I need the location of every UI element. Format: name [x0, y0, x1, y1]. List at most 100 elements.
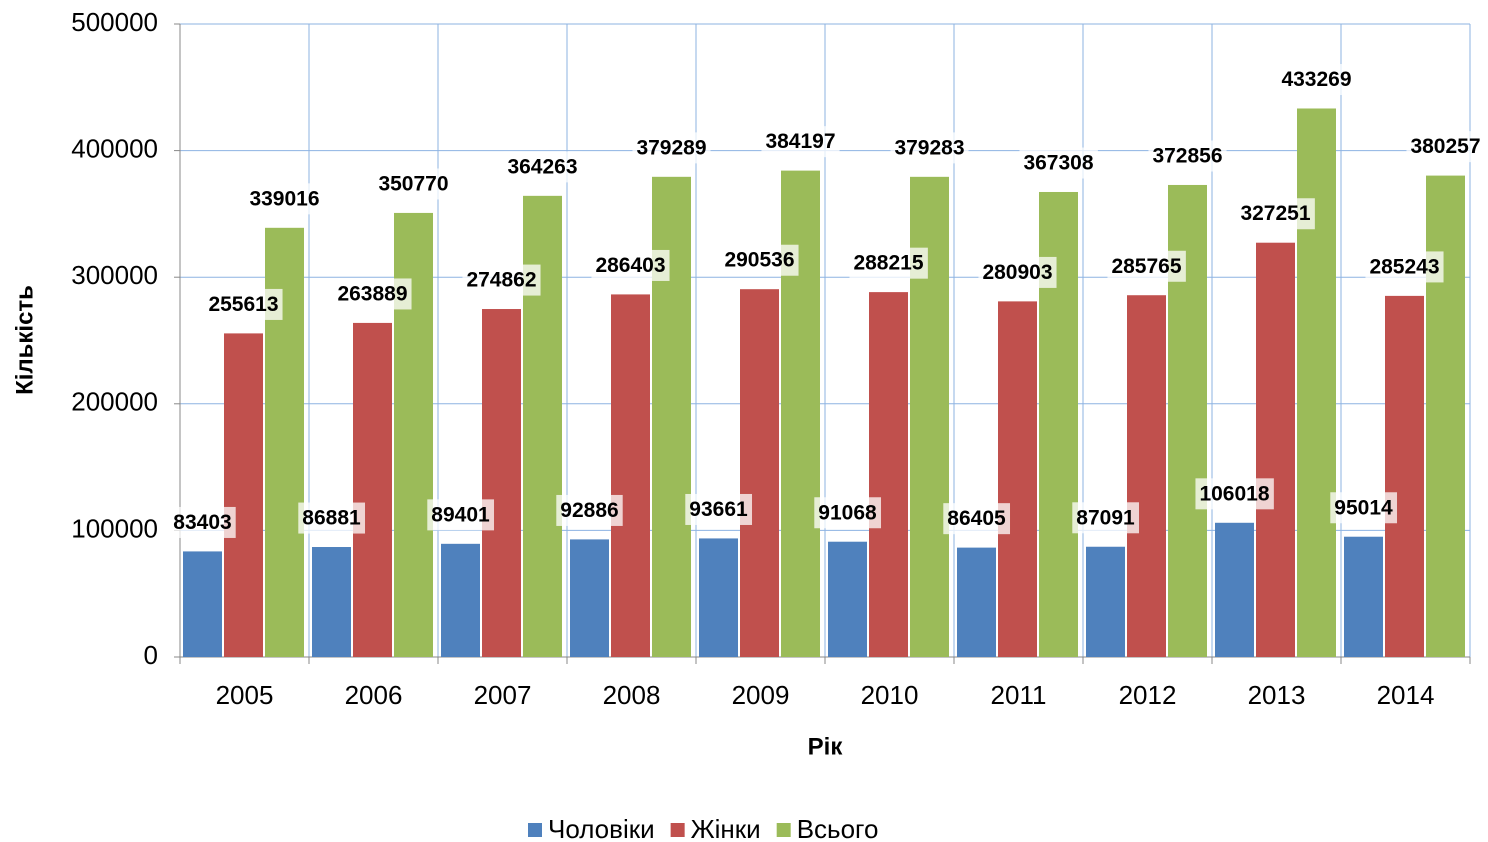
bar	[183, 551, 222, 657]
bar	[441, 543, 480, 657]
x-tick-label: 2008	[603, 680, 661, 710]
bar	[998, 301, 1037, 657]
data-label-box	[1148, 140, 1227, 172]
bar	[1127, 295, 1166, 657]
data-label-box	[204, 288, 283, 320]
data-label: 255613	[208, 293, 278, 316]
x-tick-label: 2011	[991, 680, 1047, 710]
bar	[482, 309, 521, 657]
data-label: 263889	[337, 282, 407, 305]
data-label: 280903	[982, 261, 1052, 284]
data-label-box	[1195, 478, 1274, 510]
bar	[1086, 546, 1125, 657]
data-label-box	[761, 126, 840, 158]
y-tick-label: 100000	[71, 513, 158, 543]
x-tick-label: 2009	[732, 680, 790, 710]
x-tick-label: 2005	[216, 680, 274, 710]
data-label-box	[890, 132, 969, 164]
y-tick-label: 400000	[71, 133, 158, 163]
data-label: 274862	[466, 269, 536, 292]
data-label: 290536	[724, 249, 794, 272]
data-label: 380257	[1410, 135, 1480, 158]
y-tick-label: 200000	[71, 387, 158, 417]
legend-label: Жінки	[691, 814, 761, 842]
data-label-box	[333, 278, 412, 310]
bar	[353, 322, 392, 657]
bar	[1385, 295, 1424, 657]
data-label: 339016	[249, 187, 319, 210]
data-label-box	[814, 497, 882, 529]
data-label: 372856	[1152, 145, 1222, 168]
x-tick-label: 2006	[345, 680, 403, 710]
legend-swatch	[776, 823, 791, 837]
bar	[312, 547, 351, 657]
bar	[957, 547, 996, 657]
data-label: 350770	[378, 172, 448, 195]
data-label-box	[245, 183, 324, 215]
data-label-box	[632, 132, 711, 164]
data-label-box	[943, 503, 1011, 535]
data-label: 89401	[431, 503, 490, 526]
x-tick-label: 2014	[1377, 680, 1435, 710]
data-label-box	[1236, 198, 1315, 230]
x-tick-label: 2013	[1248, 680, 1306, 710]
legend-label: Всього	[797, 814, 879, 842]
y-tick-label: 300000	[71, 260, 158, 290]
bar	[740, 289, 779, 657]
y-tick-label: 0	[144, 640, 158, 670]
data-label-box	[462, 264, 541, 296]
data-label: 288215	[853, 252, 923, 275]
data-label: 286403	[595, 254, 665, 277]
data-label-box	[1406, 131, 1485, 163]
legend-swatch	[670, 823, 685, 837]
data-label: 285765	[1111, 255, 1181, 278]
data-label-box	[1072, 502, 1140, 534]
data-label-box	[298, 502, 366, 534]
data-label-box	[978, 256, 1057, 288]
data-label-box	[591, 249, 670, 281]
y-tick-label: 500000	[71, 7, 158, 37]
bar	[869, 292, 908, 657]
bar	[1344, 536, 1383, 657]
bar	[224, 333, 263, 657]
data-label-box	[1107, 250, 1186, 282]
x-axis-title: Рік	[808, 733, 844, 760]
data-label: 367308	[1023, 152, 1093, 175]
data-label-box	[1019, 147, 1098, 179]
bar	[1297, 108, 1336, 657]
x-tick-label: 2007	[474, 680, 532, 710]
legend-swatch	[528, 823, 542, 837]
data-label: 285243	[1369, 255, 1439, 278]
data-label: 379289	[636, 136, 706, 159]
data-label-box	[1330, 492, 1398, 524]
bar	[1426, 175, 1465, 657]
data-label: 364263	[507, 155, 577, 178]
data-label-box	[503, 151, 582, 183]
data-label: 327251	[1240, 202, 1310, 225]
data-label: 106018	[1199, 482, 1269, 505]
bar	[699, 538, 738, 657]
data-label: 86881	[302, 507, 361, 530]
bar	[828, 541, 867, 657]
data-label: 87091	[1076, 506, 1135, 529]
x-tick-label: 2010	[861, 680, 919, 710]
legend-label: Чоловіки	[548, 814, 655, 842]
data-label-box	[720, 244, 799, 276]
bar	[1215, 522, 1254, 657]
data-label-box	[685, 493, 753, 525]
bar	[781, 170, 820, 657]
bar	[652, 176, 691, 657]
data-label-box	[1277, 64, 1356, 96]
data-label-box	[556, 494, 623, 526]
data-label-box	[374, 168, 453, 200]
data-label: 91068	[818, 501, 877, 524]
data-label-box	[427, 499, 495, 531]
data-label: 95014	[1334, 496, 1393, 519]
bar	[570, 539, 609, 657]
data-label: 83403	[173, 511, 231, 534]
data-label: 384197	[765, 130, 835, 153]
data-label: 433269	[1281, 68, 1351, 91]
data-label: 92886	[560, 499, 618, 522]
data-label: 93661	[689, 498, 748, 521]
